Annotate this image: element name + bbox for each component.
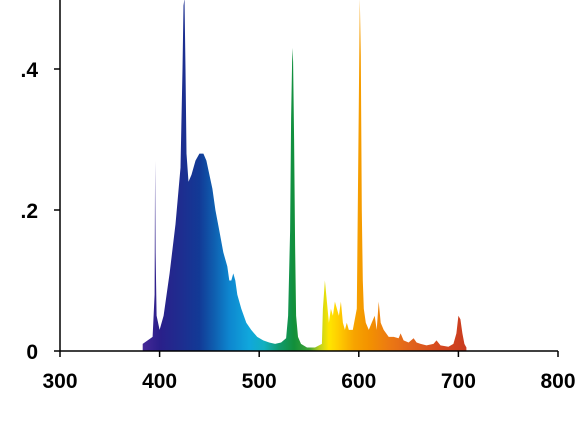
x-tick-label-300: 300: [42, 370, 77, 393]
labels-layer: 300 400 500 600 700 800 0 .2 .4: [20, 59, 575, 393]
x-tick-label-800: 800: [540, 370, 575, 393]
axes-layer: [54, 0, 559, 357]
area-layer: [142, 0, 467, 351]
y-tick-label-1: .2: [20, 200, 38, 223]
x-tick-label-600: 600: [341, 370, 376, 393]
y-tick-label-0: 0: [26, 341, 38, 364]
x-tick-label-500: 500: [242, 370, 277, 393]
y-tick-label-2: .4: [20, 59, 38, 82]
x-tick-label-700: 700: [441, 370, 476, 393]
x-tick-label-400: 400: [142, 370, 177, 393]
spectrum-area-series-0: [142, 0, 467, 351]
